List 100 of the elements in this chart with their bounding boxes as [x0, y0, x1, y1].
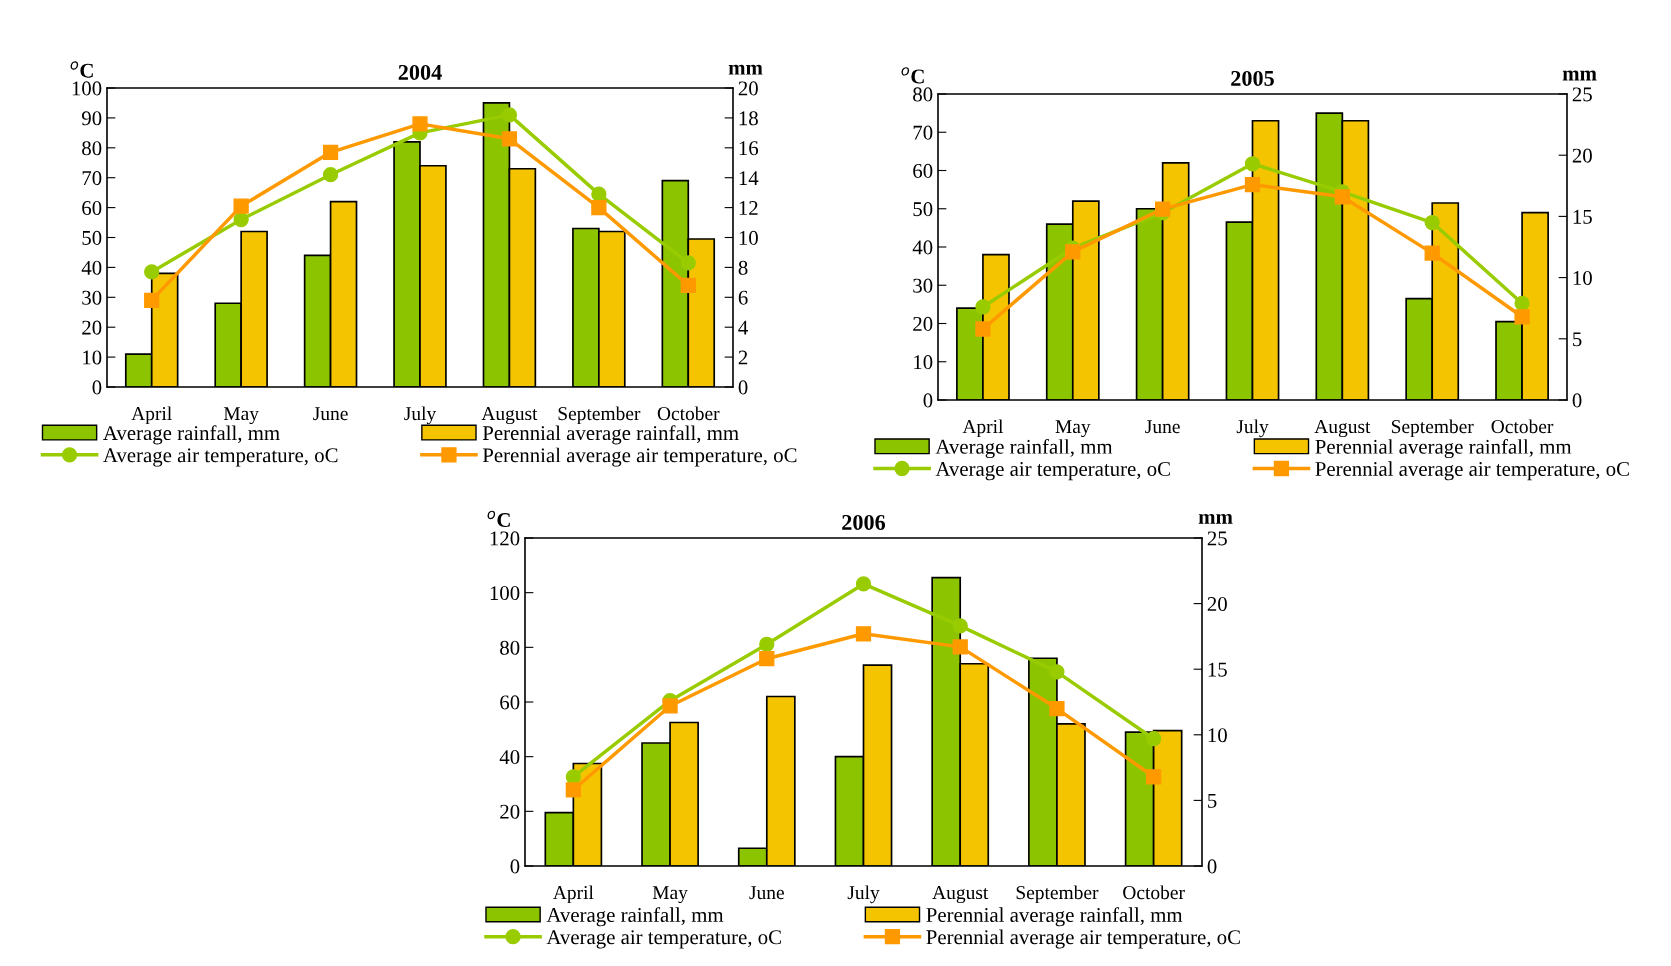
x-tick-label: July [404, 406, 437, 425]
point [565, 769, 581, 785]
x-tick-label: April [131, 406, 172, 425]
legend-label: Average rainfall, mm [935, 438, 1113, 459]
y2-tick-label: 8 [738, 260, 748, 275]
x-tick-label: August [481, 407, 538, 425]
point [1146, 769, 1162, 785]
y2-tick-label: 14 [739, 171, 759, 185]
x-tick-label: May [223, 407, 259, 425]
y2-tick-label: 10 [1573, 270, 1592, 286]
point [144, 264, 160, 280]
point [322, 144, 339, 160]
y-tick-label: 70 [913, 125, 933, 140]
x-tick-label: July [1236, 419, 1269, 438]
point [1146, 731, 1162, 747]
point [1244, 176, 1261, 193]
y-tick-label: 70 [82, 171, 102, 186]
point [1065, 244, 1081, 260]
legend-label: Average air temperature, oC [546, 930, 781, 949]
y2-tick-label: 20 [1572, 148, 1592, 163]
point [1244, 156, 1261, 172]
y-tick-label: 80 [913, 87, 933, 102]
y-tick-label: 90 [81, 111, 102, 126]
y2-tick-label: 25 [1207, 531, 1227, 546]
y-tick-label: 20 [500, 804, 520, 819]
y-tick-label: 60 [500, 695, 520, 710]
y-tick-label: 60 [82, 200, 102, 216]
y2-tick-label: 12 [739, 201, 758, 215]
y2-tick-label: 0 [1207, 859, 1217, 874]
legend-label: Perennial average rainfall, mm [926, 907, 1183, 927]
legend-label: Perennial average air temperature, oC [926, 929, 1240, 949]
point [952, 639, 968, 655]
y-tick-label: 30 [913, 278, 933, 293]
point [1514, 295, 1530, 311]
point [1514, 309, 1530, 325]
point [144, 292, 160, 308]
point [759, 651, 775, 667]
x-tick-label: September [1391, 419, 1474, 438]
x-tick-label: August [932, 886, 989, 904]
y2-tick-label: 0 [1572, 393, 1582, 408]
point [233, 211, 249, 228]
point [662, 698, 678, 714]
point [1155, 201, 1171, 217]
point [412, 116, 428, 132]
chart-title: 2005 [1231, 70, 1274, 86]
y-tick-label: 20 [82, 320, 102, 335]
x-tick-label: June [749, 886, 784, 900]
y2-axis-title: mm [728, 64, 763, 75]
y2-tick-label: 5 [1573, 332, 1582, 347]
point [1334, 189, 1350, 205]
y2-tick-label: 5 [1208, 793, 1217, 808]
y-tick-label: 20 [913, 316, 933, 331]
y-tick-label: 100 [72, 81, 102, 96]
y-tick-label: 80 [500, 640, 520, 655]
y2-tick-label: 20 [738, 81, 758, 96]
x-tick-label: September [1016, 885, 1099, 904]
x-tick-label: July [847, 885, 880, 904]
legend-label: Average rainfall, mm [546, 907, 724, 927]
y2-tick-label: 0 [738, 380, 748, 395]
y2-tick-label: 16 [739, 141, 759, 156]
y-axis-title: $^{o}$C [70, 61, 93, 78]
legend-label: Perennial average air temperature, oC [482, 447, 797, 467]
point [591, 199, 607, 216]
point [855, 576, 872, 592]
x-tick-label: May [652, 886, 688, 904]
legend-label: Average air temperature, oC [103, 448, 338, 467]
x-tick-label: September [558, 406, 641, 425]
y-tick-label: 80 [82, 141, 102, 156]
y-tick-label: 10 [914, 355, 933, 370]
x-tick-label: May [1055, 420, 1091, 438]
y2-tick-label: 4 [738, 320, 748, 335]
legend-label: Perennial average rainfall, mm [1315, 438, 1572, 459]
chart-title: 2004 [398, 64, 442, 80]
y-tick-label: 100 [490, 586, 520, 601]
legend-label: Average air temperature, oC [935, 462, 1170, 481]
point [565, 782, 581, 798]
point [1049, 700, 1065, 717]
point [1424, 245, 1440, 261]
x-tick-label: April [962, 419, 1004, 438]
y2-tick-label: 18 [739, 111, 758, 126]
y-tick-label: 0 [923, 393, 933, 408]
point [322, 167, 339, 183]
legend-label: Perennial average air temperature, oC [1315, 461, 1629, 481]
y-axis-title: $^{o}$C [487, 510, 510, 528]
y-tick-label: 0 [510, 859, 520, 874]
x-tick-label: August [1314, 420, 1371, 438]
y2-tick-label: 20 [1207, 596, 1227, 612]
point [1049, 664, 1065, 680]
point [501, 107, 518, 123]
legend-label: Perennial average rainfall, mm [482, 425, 739, 445]
y-tick-label: 40 [81, 260, 102, 275]
y-tick-label: 40 [912, 240, 933, 255]
y-tick-label: 40 [499, 750, 520, 765]
point [855, 626, 872, 642]
point [680, 277, 696, 293]
point [952, 618, 968, 634]
y-tick-label: 10 [83, 350, 102, 365]
y2-tick-label: 15 [1573, 209, 1592, 224]
y-axis-title: $^{o}$C [901, 67, 924, 84]
point [975, 299, 991, 315]
